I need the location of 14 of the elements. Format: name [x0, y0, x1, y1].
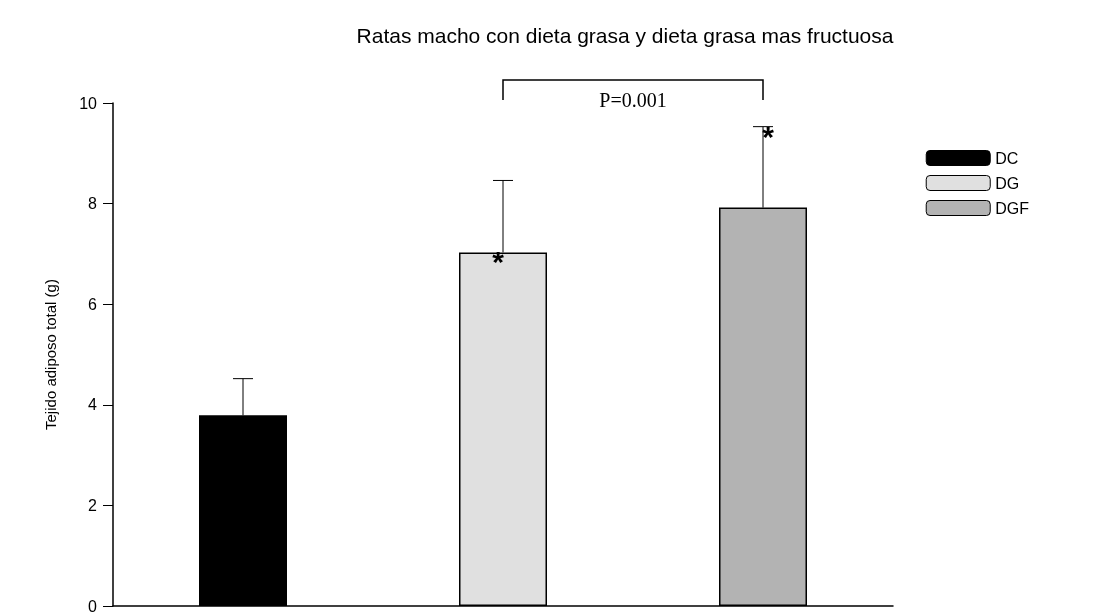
y-tick-label: 4: [88, 396, 98, 414]
y-tick-label: 2: [88, 496, 98, 514]
chart-title: Ratas macho con dieta grasa y dieta grasa mas fructuosa: [356, 24, 894, 47]
annotation: *: [762, 119, 775, 153]
y-tick-label: 0: [88, 597, 98, 615]
legend-label: DC: [995, 149, 1019, 167]
annotation: *: [492, 245, 505, 279]
legend-label: DGF: [995, 199, 1030, 217]
y-tick-label: 6: [88, 295, 98, 313]
y-axis-title: Tejido adiposo total (g): [42, 279, 59, 430]
legend-label: DG: [995, 174, 1020, 192]
y-tick-label: 8: [88, 195, 98, 213]
y-tick-label: 10: [79, 94, 98, 112]
annotation: P=0.001: [599, 89, 667, 111]
